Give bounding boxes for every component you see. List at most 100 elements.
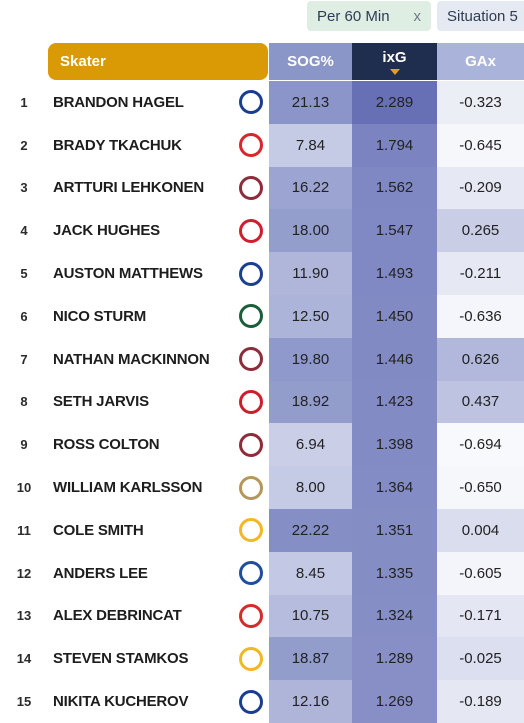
sog-cell: 21.13 — [269, 81, 352, 124]
gax-cell: -0.645 — [437, 123, 524, 167]
table-row[interactable]: 8 SETH JARVIS 18.92 1.423 0.437 — [0, 380, 524, 424]
skater-table: 1 BRANDON HAGEL 21.13 2.289 -0.323 2 BRADY TKA… — [0, 81, 524, 723]
sog-cell: 8.45 — [269, 551, 352, 595]
ixg-cell: 1.398 — [352, 423, 437, 467]
ixg-cell: 1.364 — [352, 466, 437, 509]
ixg-cell: 2.289 — [352, 81, 437, 124]
devils-logo-icon — [238, 218, 263, 243]
table-row[interactable]: 10 WILLIAM KARLSSON 8.00 1.364 -0.650 — [0, 466, 524, 509]
maple-leafs-logo-icon — [238, 261, 263, 286]
skater-name[interactable]: NIKITA KUCHEROV — [53, 693, 189, 711]
ixg-cell: 1.547 — [352, 209, 437, 253]
gax-cell: 0.004 — [437, 508, 524, 552]
team-logo — [232, 295, 269, 338]
table-row[interactable]: 7 NATHAN MACKINNON 19.80 1.446 0.626 — [0, 337, 524, 381]
skater-name[interactable]: BRANDON HAGEL — [53, 93, 184, 111]
skater-name[interactable]: SETH JARVIS — [53, 393, 149, 411]
avalanche-logo-icon — [238, 432, 263, 457]
skater-name[interactable]: ALEX DEBRINCAT — [53, 607, 182, 625]
sog-cell: 22.22 — [269, 508, 352, 552]
rank-cell: 6 — [20, 308, 28, 324]
rank-cell: 5 — [20, 266, 28, 282]
table-row[interactable]: 11 COLE SMITH 22.22 1.351 0.004 — [0, 508, 524, 552]
per-60-filter-chip[interactable]: Per 60 Min x — [307, 1, 431, 31]
table-row[interactable]: 13 ALEX DEBRINCAT 10.75 1.324 -0.171 — [0, 594, 524, 638]
team-logo — [232, 466, 269, 509]
gax-cell: 0.626 — [437, 337, 524, 381]
team-logo — [232, 338, 269, 381]
table-row[interactable]: 5 AUSTON MATTHEWS 11.90 1.493 -0.211 — [0, 252, 524, 295]
table-row[interactable]: 12 ANDERS LEE 8.45 1.335 -0.605 — [0, 551, 524, 595]
table-row[interactable]: 9 ROSS COLTON 6.94 1.398 -0.694 — [0, 423, 524, 467]
skater-name[interactable]: ANDERS LEE — [53, 564, 148, 582]
skater-name[interactable]: WILLIAM KARLSSON — [53, 479, 203, 497]
sog-cell: 16.22 — [269, 166, 352, 210]
islanders-logo-icon — [238, 561, 263, 586]
rank-cell: 2 — [20, 137, 28, 153]
column-header-skater[interactable]: Skater — [48, 43, 268, 80]
table-row[interactable]: 4 JACK HUGHES 18.00 1.547 0.265 — [0, 209, 524, 253]
ixg-cell: 1.446 — [352, 337, 437, 381]
gax-cell: -0.211 — [437, 252, 524, 295]
sog-cell: 10.75 — [269, 594, 352, 638]
per-60-chip-label: Per 60 Min — [317, 7, 390, 25]
situation-filter-chip[interactable]: Situation 5 — [437, 1, 524, 31]
red-wings-logo-icon — [238, 603, 263, 628]
team-logo — [232, 509, 269, 552]
rank-cell: 10 — [16, 480, 32, 496]
lightning-logo-icon — [238, 689, 263, 714]
skater-name[interactable]: NATHAN MACKINNON — [53, 350, 210, 368]
close-icon[interactable]: x — [413, 7, 422, 25]
team-logo — [232, 209, 269, 252]
skater-name[interactable]: ARTTURI LEHKONEN — [53, 179, 204, 197]
skater-name[interactable]: STEVEN STAMKOS — [53, 650, 189, 668]
golden-knights-logo-icon — [238, 475, 263, 500]
rank-cell: 9 — [20, 437, 28, 453]
hurricanes-logo-icon — [238, 389, 263, 414]
column-header-sog[interactable]: SOG% — [269, 43, 352, 80]
skater-name[interactable]: AUSTON MATTHEWS — [53, 265, 203, 283]
predators-logo-icon — [238, 518, 263, 543]
table-row[interactable]: 1 BRANDON HAGEL 21.13 2.289 -0.323 — [0, 81, 524, 124]
team-logo — [232, 595, 269, 638]
sog-cell: 8.00 — [269, 466, 352, 509]
sog-cell: 12.16 — [269, 680, 352, 723]
rank-cell: 14 — [16, 651, 32, 667]
avalanche-logo-icon — [238, 175, 263, 200]
rank-cell: 11 — [17, 522, 31, 538]
gax-cell: -0.025 — [437, 637, 524, 681]
rank-cell: 4 — [20, 223, 28, 239]
table-row[interactable]: 15 NIKITA KUCHEROV 12.16 1.269 -0.189 — [0, 680, 524, 723]
ixg-cell: 1.351 — [352, 508, 437, 552]
gax-cell: -0.323 — [437, 81, 524, 124]
rank-cell: 13 — [16, 608, 32, 624]
sog-cell: 6.94 — [269, 423, 352, 467]
rank-cell: 1 — [20, 94, 28, 110]
column-header-ixg[interactable]: ixG — [352, 43, 437, 80]
table-row[interactable]: 6 NICO STURM 12.50 1.450 -0.636 — [0, 294, 524, 338]
table-row[interactable]: 2 BRADY TKACHUK 7.84 1.794 -0.645 — [0, 123, 524, 167]
gax-cell: 0.437 — [437, 380, 524, 424]
column-header-gax[interactable]: GAx — [437, 43, 524, 80]
ixg-cell: 1.450 — [352, 294, 437, 338]
column-header-ixg-label: ixG — [382, 48, 407, 66]
skater-name[interactable]: BRADY TKACHUK — [53, 136, 182, 154]
ixg-cell: 1.269 — [352, 680, 437, 723]
sog-cell: 11.90 — [269, 252, 352, 295]
team-logo — [232, 381, 269, 424]
situation-chip-label: Situation 5 — [447, 7, 518, 25]
rank-cell: 15 — [16, 694, 32, 710]
gax-cell: -0.694 — [437, 423, 524, 467]
sog-cell: 18.00 — [269, 209, 352, 253]
rank-cell: 8 — [20, 394, 28, 410]
skater-name[interactable]: NICO STURM — [53, 307, 146, 325]
table-row[interactable]: 3 ARTTURI LEHKONEN 16.22 1.562 -0.209 — [0, 166, 524, 210]
skater-name[interactable]: ROSS COLTON — [53, 436, 160, 454]
table-row[interactable]: 14 STEVEN STAMKOS 18.87 1.289 -0.025 — [0, 637, 524, 681]
team-logo — [232, 81, 269, 124]
skater-name[interactable]: COLE SMITH — [53, 521, 144, 539]
team-logo — [232, 637, 269, 680]
team-logo — [232, 552, 269, 595]
rank-cell: 3 — [20, 180, 28, 196]
skater-name[interactable]: JACK HUGHES — [53, 222, 160, 240]
